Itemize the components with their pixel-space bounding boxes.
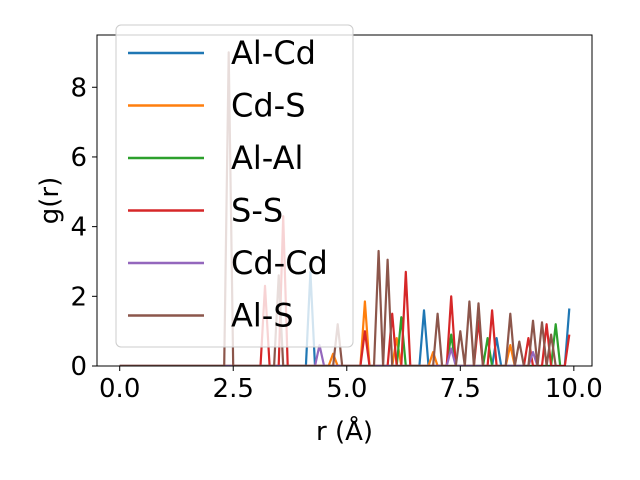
y-tick-label: 0 (70, 352, 87, 382)
x-tick-label: 2.5 (213, 374, 254, 404)
legend-label: Cd-Cd (231, 244, 328, 282)
y-tick-label: 4 (70, 213, 87, 243)
y-axis: 0 2 4 6 8 (70, 73, 97, 382)
x-axis-label: r (Å) (316, 415, 373, 447)
x-tick-label: 5.0 (326, 374, 367, 404)
x-tick-label: 0.0 (99, 374, 140, 404)
legend-label: Cd-S (231, 87, 306, 125)
legend: Al-Cd Cd-S Al-Al S-S Cd-Cd Al-S (115, 24, 354, 348)
x-axis: 0.0 2.5 5.0 7.5 10.0 (99, 366, 603, 404)
series-line-al-al (119, 316, 562, 366)
legend-label: Al-Al (231, 139, 303, 177)
y-tick-label: 8 (70, 73, 87, 103)
series-line-al-cd (119, 270, 571, 366)
y-tick-label: 2 (70, 282, 87, 312)
y-axis-label: g(r) (35, 177, 65, 224)
y-tick-label: 6 (70, 143, 87, 173)
legend-label: Al-S (231, 297, 294, 335)
legend-label: S-S (231, 192, 283, 230)
x-tick-label: 10.0 (545, 374, 603, 404)
legend-label: Al-Cd (231, 34, 316, 72)
x-tick-label: 7.5 (440, 374, 481, 404)
series-line-cd-cd (119, 344, 539, 366)
